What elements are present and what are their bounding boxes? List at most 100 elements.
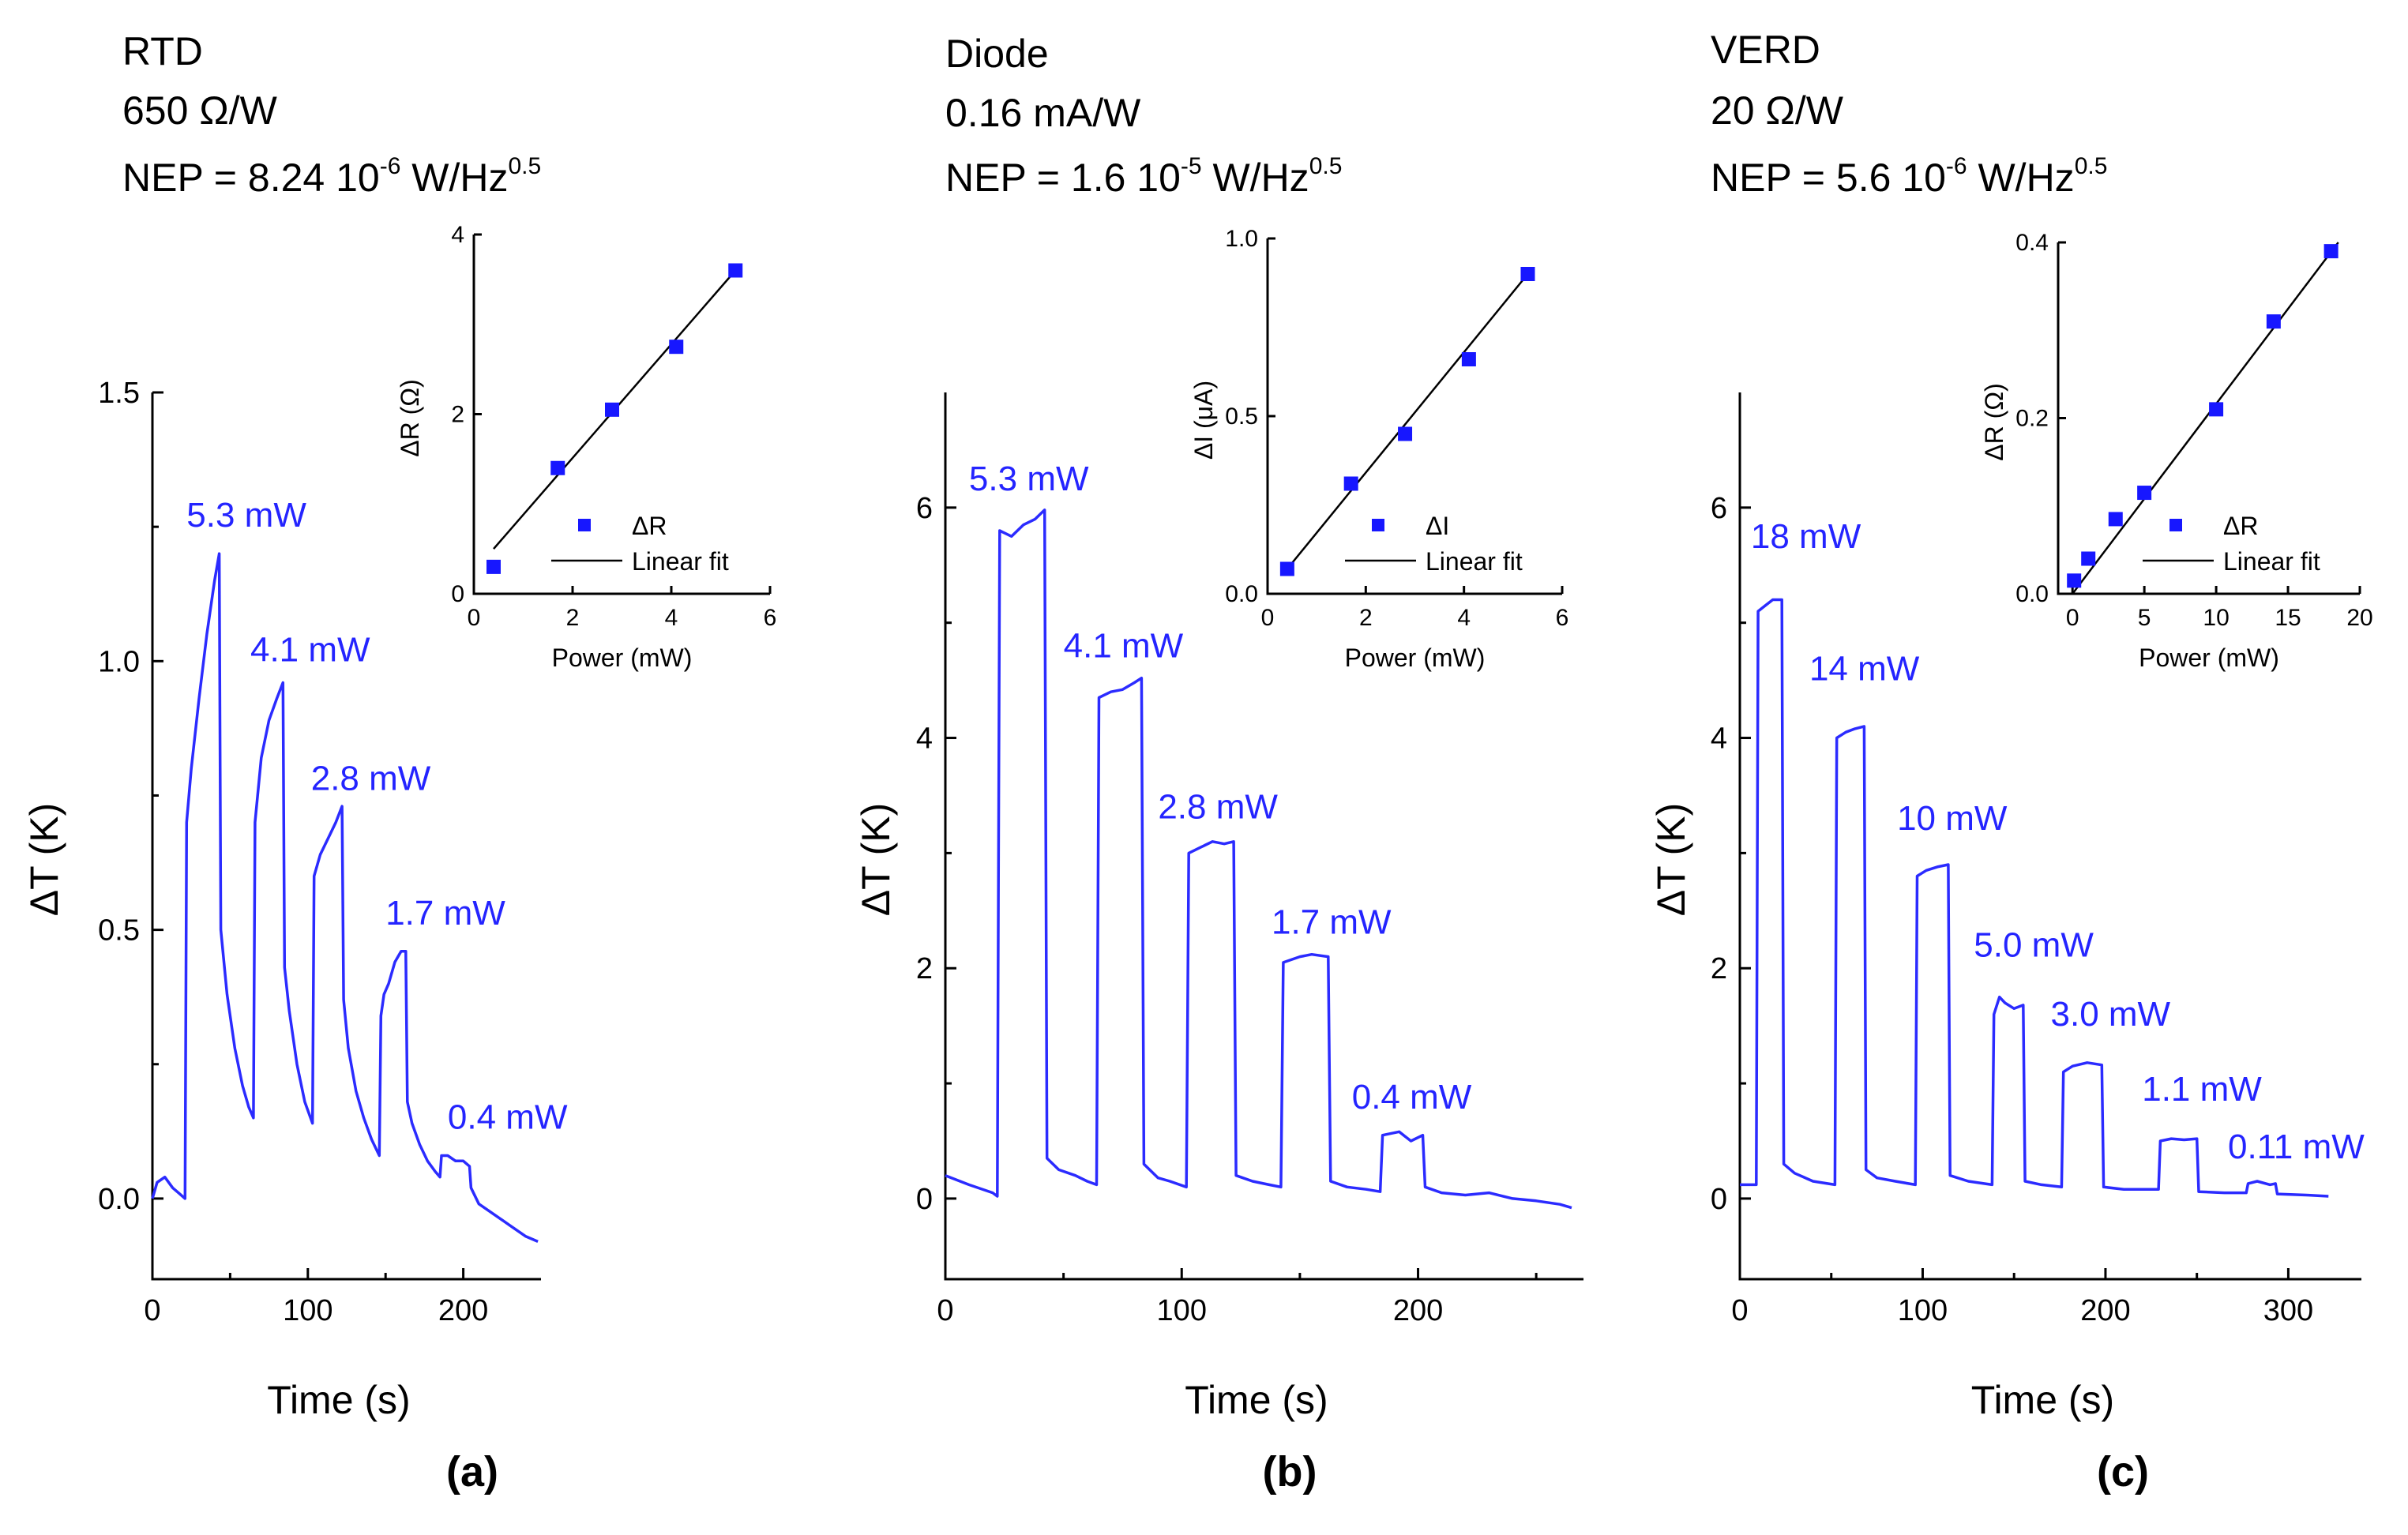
data-marker [550,460,565,475]
y-tick-label: 6 [916,492,933,525]
power-label: 1.7 mW [385,894,505,933]
x-tick-label: 100 [283,1294,332,1327]
panel-a-header-line2: 650 Ω/W [122,88,278,133]
legend-marker [578,519,591,531]
inset-plot-b: 0 2 4 6 0.0 0.5 1.0 Power (mW) ΔI (μA) ΔI Linear f… [1189,226,1568,672]
inset-plot-a: 0 2 4 6 0 2 4 Power (mW) ΔR (Ω) ΔR Linear fit [396,222,776,672]
data-marker [2266,314,2281,329]
nep-exponent: -6 [1946,153,1967,179]
fit-line [2072,242,2339,595]
power-label: 0.4 mW [1352,1078,1472,1117]
power-label: 5.0 mW [1974,926,2094,965]
inset-x-axis-title: Power (mW) [552,644,693,672]
x-axis-title: Time (s) [1185,1378,1328,1422]
inset-x-axis-title: Power (mW) [2139,644,2279,672]
y-axis-title: ΔT (K) [1649,803,1693,917]
panel-a-header-nep: NEP = 8.24 10-6 W/Hz0.5 [122,153,541,200]
inset-x-axis-title: Power (mW) [1345,644,1486,672]
inset-y-tick-label: 0.0 [2015,581,2049,607]
inset-x-tick-label: 6 [764,605,777,631]
inset-x-tick-label: 0 [1261,605,1275,631]
power-label: 18 mW [1751,517,1861,556]
power-label: 1.7 mW [1272,903,1392,941]
axis-frame [944,392,1583,1281]
panel-b: Diode 0.16 mA/W NEP = 1.6 10-5 W/Hz 0.5 0… [854,32,1583,1496]
nep-unit: W/Hz [1202,156,1309,200]
data-marker [669,340,684,355]
inset-y-tick-label: 0.2 [2015,406,2049,432]
y-tick-label: 1.0 [98,645,140,678]
x-axis-title: Time (s) [1971,1378,2114,1422]
y-tick-label: 0 [1711,1183,1727,1216]
x-axis-title: Time (s) [267,1378,410,1422]
x-tick-label: 200 [1393,1294,1443,1327]
nep-exponent: -5 [1181,153,1202,179]
panel-c: VERD 20 Ω/W NEP = 5.6 10-6 W/Hz0.5 0 100 2… [1649,28,2373,1496]
data-marker [1398,426,1413,441]
data-marker [2081,551,2096,566]
inset-x-tick-label: 20 [2346,605,2372,631]
data-marker [1279,561,1294,576]
panel-c-header-line1: VERD [1711,28,1820,72]
power-label: 1.1 mW [2142,1070,2262,1109]
power-label: 5.3 mW [186,496,306,535]
inset-axis-frame [472,235,770,595]
inset-x-tick-label: 5 [2138,605,2151,631]
power-label: 0.11 mW [2228,1128,2365,1166]
y-axis-title: ΔT (K) [854,803,898,917]
data-marker [1461,352,1476,366]
inset-y-tick-label: 4 [451,222,464,248]
legend-marker [1372,519,1384,531]
inset-x-tick-label: 6 [1556,605,1569,631]
y-tick-label: 0 [916,1183,933,1216]
y-tick-label: 0.5 [98,914,140,948]
fit-line [1286,273,1529,570]
x-tick-label: 200 [438,1294,488,1327]
power-label: 4.1 mW [250,630,370,669]
data-marker [728,263,743,278]
legend-marker-label: ΔR [2223,512,2258,540]
legend-fit-label: Linear fit [2223,547,2320,576]
data-marker [605,402,619,417]
inset-y-tick-label: 1.0 [1225,226,1258,252]
inset-x-tick-label: 4 [665,605,678,631]
power-label: 5.3 mW [969,460,1089,498]
data-marker [1343,476,1358,491]
power-label: 3.0 mW [2051,995,2171,1034]
nep-unit: W/Hz [400,156,508,200]
panel-b-header-line2: 0.16 mA/W [945,91,1141,135]
legend-fit-label: Linear fit [632,547,729,576]
panel-a-label: (a) [446,1448,498,1496]
y-tick-label: 1.5 [98,377,140,410]
nep-prefix: NEP = 5.6 10 [1711,156,1946,200]
data-marker [2209,402,2224,417]
inset-y-axis-title: ΔR (Ω) [396,379,424,457]
x-tick-label: 200 [2080,1294,2130,1327]
panel-b-header-line1: Diode [945,32,1049,76]
y-tick-label: 4 [916,722,933,756]
power-label: 0.4 mW [448,1098,568,1136]
x-tick-label: 100 [1898,1294,1948,1327]
nep-prefix: NEP = 1.6 10 [945,156,1181,200]
data-marker [2108,512,2123,527]
x-tick-label: 100 [1157,1294,1207,1327]
inset-x-tick-label: 2 [1359,605,1373,631]
inset-x-tick-label: 2 [566,605,580,631]
panel-b-label: (b) [1263,1448,1317,1496]
y-axis-title: ΔT (K) [22,803,66,917]
inset-y-tick-label: 0.4 [2015,230,2049,256]
inset-axis-frame [2057,242,2360,595]
inset-plot-c: 0 5 10 15 20 0.0 0.2 0.4 Power (mW) ΔR (Ω) ΔR Linea… [1980,230,2373,672]
inset-axis-frame [1266,238,1562,595]
power-label: 14 mW [1809,650,1920,689]
legend-marker [2169,519,2182,531]
inset-x-tick-label: 15 [2275,605,2301,631]
series-line [945,509,1572,1210]
data-marker [2067,573,2082,588]
y-tick-label: 6 [1711,492,1727,525]
y-tick-label: 2 [1711,952,1727,985]
inset-y-tick-label: 0.5 [1225,403,1258,430]
